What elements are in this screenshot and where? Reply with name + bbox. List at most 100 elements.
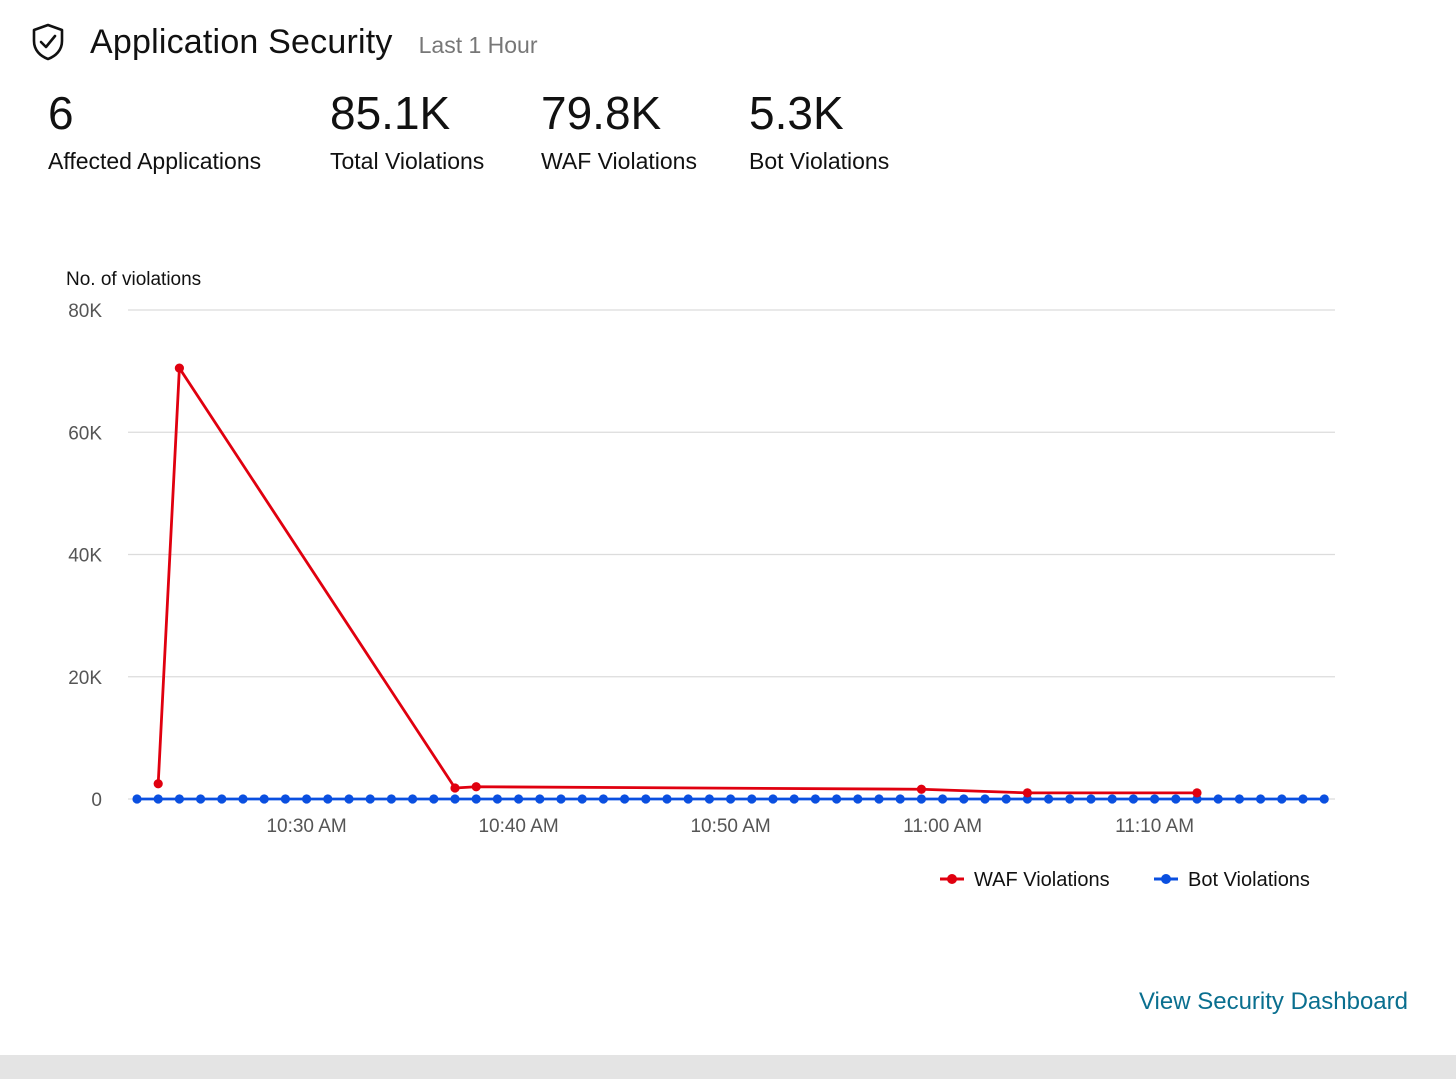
legend-label: Bot Violations: [1188, 869, 1310, 891]
shield-check-icon: [32, 23, 64, 61]
data-point[interactable]: [556, 794, 566, 804]
data-point[interactable]: [1277, 794, 1287, 804]
data-point[interactable]: [1065, 794, 1075, 804]
data-point[interactable]: [450, 783, 460, 793]
data-point[interactable]: [916, 784, 927, 794]
metric-label: Total Violations: [330, 148, 485, 174]
metric-value: 79.8K: [541, 87, 662, 139]
data-point[interactable]: [577, 794, 587, 804]
metric-waf-violations: 79.8K WAF Violations: [541, 86, 697, 175]
data-point[interactable]: [365, 794, 375, 804]
y-tick-label: 20K: [68, 668, 102, 689]
data-point[interactable]: [153, 794, 163, 804]
data-point[interactable]: [492, 794, 502, 804]
data-point[interactable]: [980, 794, 990, 804]
metric-total-violations: 85.1K Total Violations: [330, 86, 484, 175]
y-tick-label: 0: [91, 790, 102, 811]
data-point[interactable]: [471, 794, 481, 804]
data-point[interactable]: [344, 794, 354, 804]
y-tick-label: 40K: [68, 546, 102, 567]
data-point[interactable]: [1171, 794, 1181, 804]
data-point[interactable]: [259, 794, 269, 804]
y-tick-label: 60K: [68, 423, 102, 444]
data-point[interactable]: [1022, 788, 1032, 798]
time-range-label: Last 1 Hour: [418, 31, 538, 58]
widget-title: Application Security: [90, 22, 393, 61]
data-point[interactable]: [514, 794, 524, 804]
metric-value: 85.1K: [330, 87, 451, 139]
data-point[interactable]: [1128, 794, 1138, 804]
data-point[interactable]: [535, 794, 545, 804]
widget-header: Application Security Last 1 Hour: [28, 20, 538, 64]
data-point[interactable]: [174, 794, 184, 804]
metric-label: Bot Violations: [749, 148, 890, 174]
x-tick-label: 11:10 AM: [1115, 816, 1194, 837]
data-point[interactable]: [386, 794, 396, 804]
x-tick-label: 10:50 AM: [690, 816, 770, 837]
x-tick-label: 10:30 AM: [266, 816, 346, 837]
y-tick-label: 80K: [68, 301, 102, 322]
legend-item-bot[interactable]: Bot Violations: [1154, 869, 1310, 891]
view-security-dashboard-link[interactable]: View Security Dashboard: [1138, 988, 1408, 1015]
data-point[interactable]: [302, 794, 312, 804]
data-point[interactable]: [598, 794, 609, 804]
data-point[interactable]: [217, 794, 227, 804]
data-point[interactable]: [747, 794, 757, 804]
legend-item-waf[interactable]: WAF Violations: [940, 869, 1110, 891]
violations-line-chart: No. of violations 0 20K 40K 60K 80K 10:30 AM…: [66, 269, 1335, 891]
data-point[interactable]: [1044, 794, 1054, 804]
data-point[interactable]: [704, 794, 715, 804]
data-point[interactable]: [1150, 794, 1160, 804]
data-point[interactable]: [196, 794, 206, 804]
data-point[interactable]: [810, 794, 821, 804]
data-point[interactable]: [1192, 788, 1202, 798]
data-point[interactable]: [895, 794, 905, 804]
x-tick-label: 11:00 AM: [903, 816, 982, 837]
data-point[interactable]: [1107, 794, 1117, 804]
data-point[interactable]: [959, 794, 969, 804]
data-point[interactable]: [323, 794, 333, 804]
data-point[interactable]: [1086, 794, 1096, 804]
footer-bar: [0, 1055, 1456, 1079]
data-point[interactable]: [683, 794, 693, 804]
data-point[interactable]: [916, 794, 927, 804]
data-point[interactable]: [1298, 794, 1308, 804]
y-axis-title: No. of violations: [66, 269, 201, 290]
waf-violations-series: [153, 363, 1202, 798]
data-point[interactable]: [620, 794, 630, 804]
data-point[interactable]: [429, 794, 439, 804]
metric-label: WAF Violations: [541, 148, 697, 174]
data-point[interactable]: [874, 794, 884, 804]
data-point[interactable]: [153, 779, 163, 789]
data-point[interactable]: [408, 794, 418, 804]
data-point[interactable]: [174, 363, 184, 373]
metric-label: Affected Applications: [48, 148, 262, 174]
data-point[interactable]: [938, 794, 948, 804]
metric-affected-applications: 6 Affected Applications: [48, 86, 261, 175]
data-point[interactable]: [450, 794, 460, 804]
legend-swatch-dot: [947, 874, 957, 884]
metric-value: 5.3K: [749, 87, 844, 139]
data-point[interactable]: [726, 794, 736, 804]
data-point[interactable]: [1234, 794, 1244, 804]
data-point[interactable]: [1256, 794, 1266, 804]
data-point[interactable]: [1001, 794, 1011, 804]
data-point[interactable]: [853, 794, 863, 804]
data-point[interactable]: [280, 794, 290, 804]
data-point[interactable]: [789, 794, 799, 804]
legend-swatch-dot: [1161, 874, 1171, 884]
x-tick-label: 10:40 AM: [478, 816, 558, 837]
metric-bot-violations: 5.3K Bot Violations: [749, 86, 889, 175]
data-point[interactable]: [641, 794, 651, 804]
data-point[interactable]: [238, 794, 248, 804]
data-point[interactable]: [662, 794, 672, 804]
legend-label: WAF Violations: [974, 869, 1110, 891]
data-point[interactable]: [832, 794, 842, 804]
data-point[interactable]: [1319, 794, 1329, 804]
metric-value: 6: [48, 87, 74, 139]
data-point[interactable]: [1213, 794, 1223, 804]
data-point[interactable]: [471, 782, 481, 792]
data-point[interactable]: [132, 794, 142, 804]
bot-violations-series: [132, 794, 1329, 804]
data-point[interactable]: [768, 794, 778, 804]
